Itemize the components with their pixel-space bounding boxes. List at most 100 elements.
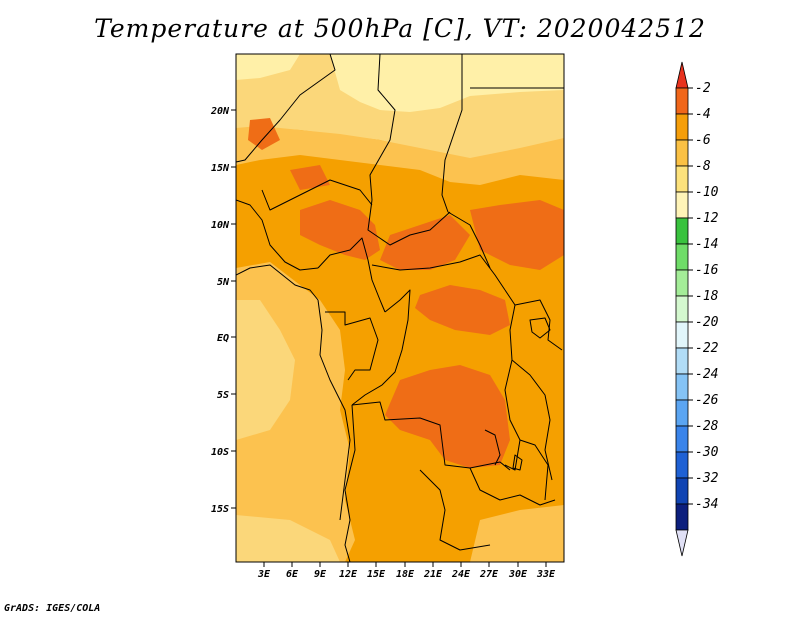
lon-label-6e: 6E bbox=[286, 569, 299, 580]
field-dark-patch-3 bbox=[470, 200, 564, 270]
border-sudan bbox=[447, 211, 491, 269]
lat-label-eq: EQ bbox=[217, 333, 229, 344]
colorbar-cell bbox=[675, 165, 689, 193]
lat-label-10n: 10N bbox=[211, 220, 230, 231]
border-east-1 bbox=[514, 299, 563, 351]
field-verylight-north bbox=[330, 54, 564, 112]
lat-label-20n: 20N bbox=[210, 106, 230, 117]
lat-label-10s: 10S bbox=[211, 447, 229, 458]
lon-label-3e: 3E bbox=[257, 569, 271, 580]
border-coast-west bbox=[236, 264, 319, 301]
colorbar-label: -8 bbox=[695, 159, 711, 174]
border-nigeria bbox=[261, 179, 373, 211]
colorbar-arrow-bottom bbox=[675, 529, 689, 557]
border-coast-west-2 bbox=[317, 299, 351, 521]
border-east-2 bbox=[511, 359, 553, 481]
colorbar-cell bbox=[675, 87, 689, 115]
colorbar-cell bbox=[675, 139, 689, 167]
field-dark-patch-2 bbox=[380, 215, 470, 270]
field-light-southeast bbox=[470, 505, 564, 562]
colorbar-cell bbox=[675, 321, 689, 349]
lat-label-5n: 5N bbox=[217, 277, 230, 288]
colorbar-label: -4 bbox=[695, 107, 711, 122]
colorbar-cell bbox=[675, 477, 689, 505]
border-lake-2 bbox=[512, 454, 523, 471]
colorbar-label: -20 bbox=[695, 315, 719, 330]
colorbar-label: -26 bbox=[695, 393, 719, 408]
colorbar-cell bbox=[675, 217, 689, 245]
lon-label-12e: 12E bbox=[339, 569, 358, 580]
border-west-1 bbox=[236, 199, 319, 271]
colorbar-cell bbox=[675, 503, 689, 531]
colorbar-cell bbox=[675, 347, 689, 375]
field-dark-patch-4 bbox=[415, 285, 510, 335]
field-midlight-north bbox=[236, 126, 564, 185]
border-gabon bbox=[325, 311, 379, 381]
colorbar-arrow-top bbox=[675, 61, 689, 89]
colorbar-cell bbox=[675, 425, 689, 453]
colorbar-cell bbox=[675, 451, 689, 479]
lon-label-27e: 27E bbox=[479, 569, 499, 580]
colorbar-cell bbox=[675, 269, 689, 297]
colorbar-label: -6 bbox=[695, 133, 711, 148]
colorbar-label: -12 bbox=[695, 211, 719, 226]
border-drc-east bbox=[504, 289, 521, 471]
colorbar-label: -16 bbox=[695, 263, 719, 278]
lon-axis: 3E 6E 9E 12E 15E 18E 21E 24E 27E 30E 33E bbox=[257, 562, 556, 580]
lon-label-18e: 18E bbox=[396, 569, 415, 580]
lon-label-9e: 9E bbox=[314, 569, 327, 580]
colorbar-label: -14 bbox=[695, 237, 718, 252]
border-chad-south bbox=[367, 199, 451, 246]
colorbar-cell bbox=[675, 295, 689, 323]
colorbar-cell bbox=[675, 373, 689, 401]
lon-label-33e: 33E bbox=[536, 569, 556, 580]
colorbar-label: -10 bbox=[695, 185, 719, 200]
colorbar-label: -34 bbox=[695, 497, 718, 512]
footer-credit: GrADS: IGES/COLA bbox=[4, 603, 101, 614]
field-verylight-west bbox=[236, 300, 295, 440]
border-north-1 bbox=[236, 54, 336, 163]
lat-label-15s: 15S bbox=[211, 504, 229, 515]
colorbar-label: -18 bbox=[695, 289, 719, 304]
border-north-2 bbox=[369, 54, 396, 201]
field-dark-patch-1 bbox=[300, 200, 380, 260]
field-verylight-north2 bbox=[236, 54, 300, 80]
chart-title: Temperature at 500hPa [C], VT: 202004251… bbox=[94, 14, 706, 43]
lon-label-30e: 30E bbox=[508, 569, 528, 580]
colorbar: -2 -4 -6 -8 -10 -12 -14 -16 -18 -20 -22 -24 -26 -28 -3… bbox=[675, 61, 719, 557]
temperature-field bbox=[236, 54, 564, 562]
lon-label-24e: 24E bbox=[451, 569, 471, 580]
field-dark-patch-5 bbox=[385, 365, 510, 468]
country-borders bbox=[236, 54, 564, 562]
colorbar-cell bbox=[675, 191, 689, 219]
lat-label-5s: 5S bbox=[217, 390, 229, 401]
field-dark-patch-7 bbox=[290, 165, 330, 190]
field-dark-patch-6 bbox=[248, 118, 280, 150]
border-north-3 bbox=[441, 54, 463, 213]
colorbar-cell bbox=[675, 399, 689, 427]
lat-axis: 20N 15N 10N 5N EQ 5S 10S 15S bbox=[210, 106, 236, 515]
lat-label-15n: 15N bbox=[211, 163, 230, 174]
colorbar-label: -2 bbox=[695, 81, 711, 96]
colorbar-label: -30 bbox=[695, 445, 719, 460]
border-cameroon bbox=[317, 237, 386, 313]
colorbar-label: -28 bbox=[695, 419, 719, 434]
colorbar-label: -24 bbox=[695, 367, 718, 382]
border-lake-1 bbox=[484, 429, 501, 466]
colorbar-cell bbox=[675, 243, 689, 271]
colorbar-label: -22 bbox=[695, 341, 719, 356]
border-angola bbox=[344, 404, 356, 562]
border-angola-2 bbox=[419, 469, 491, 551]
border-drc-south bbox=[351, 401, 511, 471]
field-light-south bbox=[236, 515, 340, 562]
colorbar-cell bbox=[675, 113, 689, 141]
map-frame bbox=[235, 53, 565, 563]
border-lake-3 bbox=[529, 317, 551, 339]
border-congo bbox=[351, 289, 411, 406]
lon-label-15e: 15E bbox=[367, 569, 386, 580]
colorbar-label: -32 bbox=[695, 471, 719, 486]
lon-label-21e: 21E bbox=[423, 569, 443, 580]
border-east-3 bbox=[519, 439, 549, 501]
border-car bbox=[371, 254, 506, 291]
